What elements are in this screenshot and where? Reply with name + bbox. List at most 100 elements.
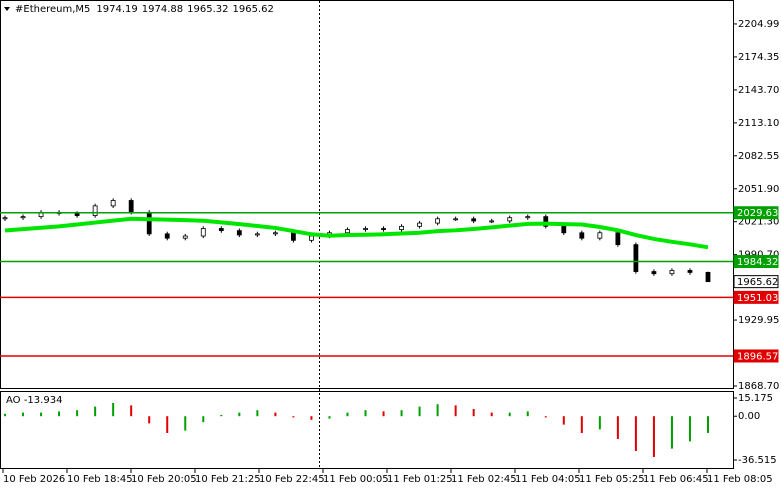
candle-body xyxy=(218,228,224,232)
x-tick-label: 11 Feb 06:45 xyxy=(643,474,709,485)
x-tick-label: 11 Feb 04:05 xyxy=(515,474,581,485)
candle-body xyxy=(633,244,639,272)
y-tick-label: 0.00 xyxy=(738,411,760,422)
ao-bar xyxy=(562,416,565,425)
candle-body xyxy=(74,213,80,216)
candle-body xyxy=(92,205,98,216)
ao-bar xyxy=(544,416,547,418)
ao-bar xyxy=(346,412,349,417)
candle-body xyxy=(579,232,585,239)
candle-body xyxy=(2,217,8,220)
ao-bar xyxy=(598,416,601,430)
price-label-box xyxy=(733,275,779,289)
ao-bar xyxy=(652,416,655,457)
ao-bar xyxy=(382,411,385,417)
ao-bar xyxy=(22,412,25,417)
candle-body xyxy=(507,217,513,222)
x-tick-label: 10 Feb 18:45 xyxy=(67,474,133,485)
ao-bar xyxy=(148,416,151,424)
candle-body xyxy=(471,218,477,222)
candle-body xyxy=(525,216,531,219)
candle-body xyxy=(651,271,657,275)
ao-bar xyxy=(130,405,133,417)
ao-bar xyxy=(184,416,187,431)
candle-body xyxy=(597,232,603,239)
candle-body xyxy=(291,232,296,241)
y-tick-label: 2051.90 xyxy=(738,184,779,195)
y-tick-label: 2143.70 xyxy=(738,85,779,96)
ao-bar xyxy=(580,416,583,433)
candle-body xyxy=(381,228,386,230)
x-tick-label: 11 Feb 01:25 xyxy=(387,474,453,485)
x-tick-label: 10 Feb 21:25 xyxy=(195,474,261,485)
ao-bar xyxy=(202,416,205,423)
ao-bar xyxy=(472,409,475,417)
ao-bar xyxy=(400,410,403,417)
x-tick-label: 11 Feb 02:45 xyxy=(451,474,517,485)
ao-bar xyxy=(364,410,367,417)
ao-bar xyxy=(58,411,61,417)
ao-bar xyxy=(274,412,277,417)
x-tick-label: 11 Feb 00:05 xyxy=(323,474,389,485)
y-tick-label: 2082.55 xyxy=(738,151,779,162)
x-tick-label: 10 Feb 20:05 xyxy=(131,474,197,485)
menu-arrow[interactable] xyxy=(4,7,10,11)
x-tick-label: 11 Feb 08:05 xyxy=(707,474,773,485)
ao-pane xyxy=(0,391,734,469)
ao-bar xyxy=(310,416,313,420)
candle-body xyxy=(236,230,242,236)
ao-bar xyxy=(490,412,493,417)
candle-body xyxy=(345,229,350,234)
candle-body xyxy=(272,232,278,235)
candle-body xyxy=(200,228,206,237)
ao-bar xyxy=(634,416,637,451)
ao-bar xyxy=(328,416,331,419)
candle-body xyxy=(543,216,549,227)
price-label: 1896.57 xyxy=(737,351,778,362)
ao-bar xyxy=(4,413,6,417)
ao-bar xyxy=(526,411,529,417)
x-tick-label: 10 Feb 22:45 xyxy=(259,474,325,485)
x-tick-label: 10 Feb 2026 xyxy=(3,474,65,485)
candle-body xyxy=(164,233,170,239)
price-label: 1951.03 xyxy=(737,293,778,304)
ao-bar xyxy=(670,416,673,449)
y-tick-label: 2204.99 xyxy=(738,19,779,30)
candle-body xyxy=(110,200,116,207)
moving-average xyxy=(4,216,709,250)
candle-body xyxy=(146,211,152,235)
ao-label: AO -13.934 xyxy=(6,395,62,406)
ao-bar xyxy=(40,412,43,417)
ao-bar xyxy=(238,412,241,417)
ao-bar xyxy=(508,412,511,417)
candle-body xyxy=(182,235,188,239)
ao-bar xyxy=(94,406,97,417)
x-tick-label: 11 Feb 05:25 xyxy=(579,474,645,485)
ao-bar xyxy=(112,403,115,417)
candle-body xyxy=(20,216,26,219)
price-label-box xyxy=(733,349,779,363)
ao-bar xyxy=(454,405,457,417)
candle-body xyxy=(615,232,621,246)
candle-body xyxy=(561,225,567,234)
y-tick-label: 2021.30 xyxy=(738,217,779,228)
candle-body xyxy=(254,233,260,236)
ao-bar xyxy=(707,416,709,433)
ao-bar xyxy=(436,404,439,417)
price-label: 1965.62 xyxy=(737,277,778,288)
ao-bar xyxy=(688,416,691,442)
ao-bar xyxy=(220,415,223,417)
y-tick-label: 1868.70 xyxy=(738,381,779,392)
candle-body xyxy=(435,218,441,224)
price-label: 2029.63 xyxy=(737,208,778,219)
ao-bar xyxy=(616,416,619,439)
y-tick-label: 2174.35 xyxy=(738,52,779,63)
price-label: 1984.32 xyxy=(737,257,778,268)
candle-body xyxy=(687,270,693,273)
y-tick-label: -36.515 xyxy=(738,455,777,466)
ao-bar xyxy=(256,410,259,417)
price-label-box xyxy=(733,290,779,304)
price-label-box xyxy=(733,255,779,269)
